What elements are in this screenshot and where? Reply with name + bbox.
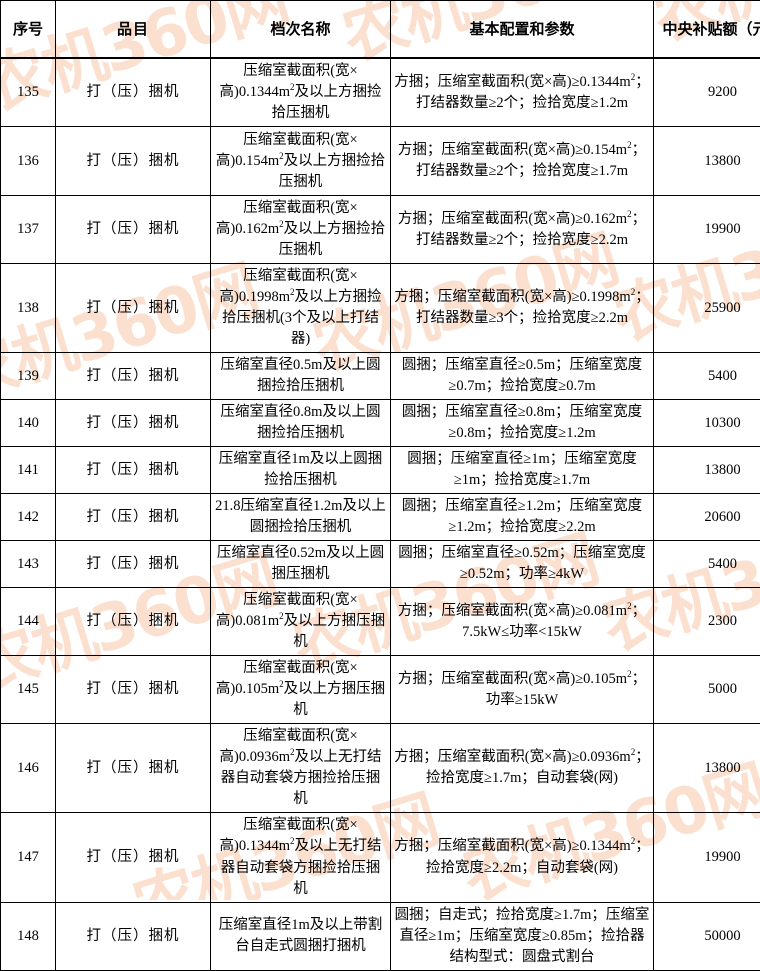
cell-amount: 5000	[654, 656, 760, 724]
cell-spec: 方捆；压缩室截面积(宽×高)≥0.0936m2；捡拾宽度≥1.7m；自动套袋(网…	[391, 724, 654, 813]
cell-spec: 圆捆；自走式；捡拾宽度≥1.7m；压缩室直径≥1m；压缩室宽度≥0.85m；捡拾…	[391, 902, 654, 970]
cell-grade: 压缩室直径1m及以上带割台自走式圆捆打捆机	[211, 902, 391, 970]
cell-item: 打（压）捆机	[56, 724, 211, 813]
column-header-item: 品目	[56, 1, 211, 59]
cell-spec: 方捆；压缩室截面积(宽×高)≥0.1344m2；打结器数量≥2个；捡拾宽度≥1.…	[391, 58, 654, 127]
cell-seq: 144	[1, 588, 56, 656]
column-header-amount: 中央补贴额（元）	[654, 1, 760, 59]
cell-amount: 13800	[654, 127, 760, 196]
cell-grade: 压缩室截面积(宽×高)0.1344m2及以上无打结器自动套袋方捆捡拾压捆机	[211, 813, 391, 902]
table-header: 序号 品目 档次名称 基本配置和参数 中央补贴额（元）	[1, 1, 760, 59]
cell-amount: 13800	[654, 724, 760, 813]
cell-grade: 压缩室截面积(宽×高)0.081m2及以上方捆压捆机	[211, 588, 391, 656]
cell-spec: 方捆；压缩室截面积(宽×高)≥0.162m2；打结器数量≥2个；捡拾宽度≥2.2…	[391, 196, 654, 264]
cell-seq: 137	[1, 196, 56, 264]
cell-amount: 50000	[654, 902, 760, 970]
cell-grade: 压缩室直径1m及以上圆捆捡拾压捆机	[211, 447, 391, 494]
cell-spec: 方捆；压缩室截面积(宽×高)≥0.154m2；打结器数量≥2个；捡拾宽度≥1.7…	[391, 127, 654, 196]
cell-spec: 方捆；压缩室截面积(宽×高)≥0.081m2；7.5kW≤功率<15kW	[391, 588, 654, 656]
cell-grade: 压缩室直径0.52m及以上圆捆压捆机	[211, 541, 391, 588]
cell-amount: 19900	[654, 196, 760, 264]
cell-item: 打（压）捆机	[56, 447, 211, 494]
cell-grade: 压缩室截面积(宽×高)0.0936m2及以上无打结器自动套袋方捆捡拾压捆机	[211, 724, 391, 813]
column-header-spec: 基本配置和参数	[391, 1, 654, 59]
cell-grade: 压缩室截面积(宽×高)0.1344m2及以上方捆捡拾压捆机	[211, 58, 391, 127]
cell-item: 打（压）捆机	[56, 58, 211, 127]
cell-seq: 143	[1, 541, 56, 588]
cell-spec: 方捆；压缩室截面积(宽×高)≥0.1998m2；打结器数量≥3个；捡拾宽度≥2.…	[391, 264, 654, 353]
cell-grade: 压缩室截面积(宽×高)0.1998m2及以上方捆捡拾压捆机(3个及以上打结器)	[211, 264, 391, 353]
cell-item: 打（压）捆机	[56, 196, 211, 264]
cell-item: 打（压）捆机	[56, 264, 211, 353]
cell-grade: 压缩室直径0.5m及以上圆捆捡拾压捆机	[211, 353, 391, 400]
cell-seq: 136	[1, 127, 56, 196]
cell-spec: 方捆；压缩室截面积(宽×高)≥0.105m2；功率≥15kW	[391, 656, 654, 724]
cell-item: 打（压）捆机	[56, 541, 211, 588]
cell-amount: 10300	[654, 400, 760, 447]
cell-spec: 圆捆；压缩室直径≥1.2m；压缩室宽度≥1.2m；捡拾宽度≥2.2m	[391, 494, 654, 541]
cell-grade: 21.8压缩室直径1.2m及以上圆捆捡拾压捆机	[211, 494, 391, 541]
cell-amount: 19900	[654, 813, 760, 902]
cell-seq: 148	[1, 902, 56, 970]
cell-seq: 141	[1, 447, 56, 494]
cell-grade: 压缩室截面积(宽×高)0.154m2及以上方捆捡拾压捆机	[211, 127, 391, 196]
cell-item: 打（压）捆机	[56, 400, 211, 447]
cell-spec: 方捆；压缩室截面积(宽×高)≥0.1344m2；捡拾宽度≥2.2m；自动套袋(网…	[391, 813, 654, 902]
cell-item: 打（压）捆机	[56, 813, 211, 902]
cell-seq: 146	[1, 724, 56, 813]
cell-grade: 压缩室截面积(宽×高)0.162m2及以上方捆捡拾压捆机	[211, 196, 391, 264]
cell-seq: 140	[1, 400, 56, 447]
cell-item: 打（压）捆机	[56, 353, 211, 400]
cell-amount: 20600	[654, 494, 760, 541]
cell-item: 打（压）捆机	[56, 902, 211, 970]
cell-item: 打（压）捆机	[56, 588, 211, 656]
cell-spec: 圆捆；压缩室直径≥0.52m；压缩室宽度≥0.52m；功率≥4kW	[391, 541, 654, 588]
cell-seq: 139	[1, 353, 56, 400]
cell-amount: 5400	[654, 353, 760, 400]
table-header-row: 序号 品目 档次名称 基本配置和参数 中央补贴额（元）	[1, 1, 760, 59]
cell-item: 打（压）捆机	[56, 494, 211, 541]
cell-grade: 压缩室直径0.8m及以上圆捆捡拾压捆机	[211, 400, 391, 447]
column-header-grade: 档次名称	[211, 1, 391, 59]
cell-seq: 145	[1, 656, 56, 724]
cell-seq: 142	[1, 494, 56, 541]
cell-item: 打（压）捆机	[56, 127, 211, 196]
cell-spec: 圆捆；压缩室直径≥0.8m；压缩室宽度≥0.8m；捡拾宽度≥1.2m	[391, 400, 654, 447]
cell-item: 打（压）捆机	[56, 656, 211, 724]
cell-amount: 2300	[654, 588, 760, 656]
cell-seq: 135	[1, 58, 56, 127]
cell-spec: 圆捆；压缩室直径≥1m；压缩室宽度≥1m；捡拾宽度≥1.7m	[391, 447, 654, 494]
cell-amount: 5400	[654, 541, 760, 588]
cell-grade: 压缩室截面积(宽×高)0.105m2及以上方捆压捆机	[211, 656, 391, 724]
cell-amount: 13800	[654, 447, 760, 494]
cell-amount: 25900	[654, 264, 760, 353]
cell-seq: 147	[1, 813, 56, 902]
cell-seq: 138	[1, 264, 56, 353]
cell-spec: 圆捆；压缩室直径≥0.5m；压缩室宽度≥0.7m；捡拾宽度≥0.7m	[391, 353, 654, 400]
cell-amount: 9200	[654, 58, 760, 127]
column-header-seq: 序号	[1, 1, 56, 59]
